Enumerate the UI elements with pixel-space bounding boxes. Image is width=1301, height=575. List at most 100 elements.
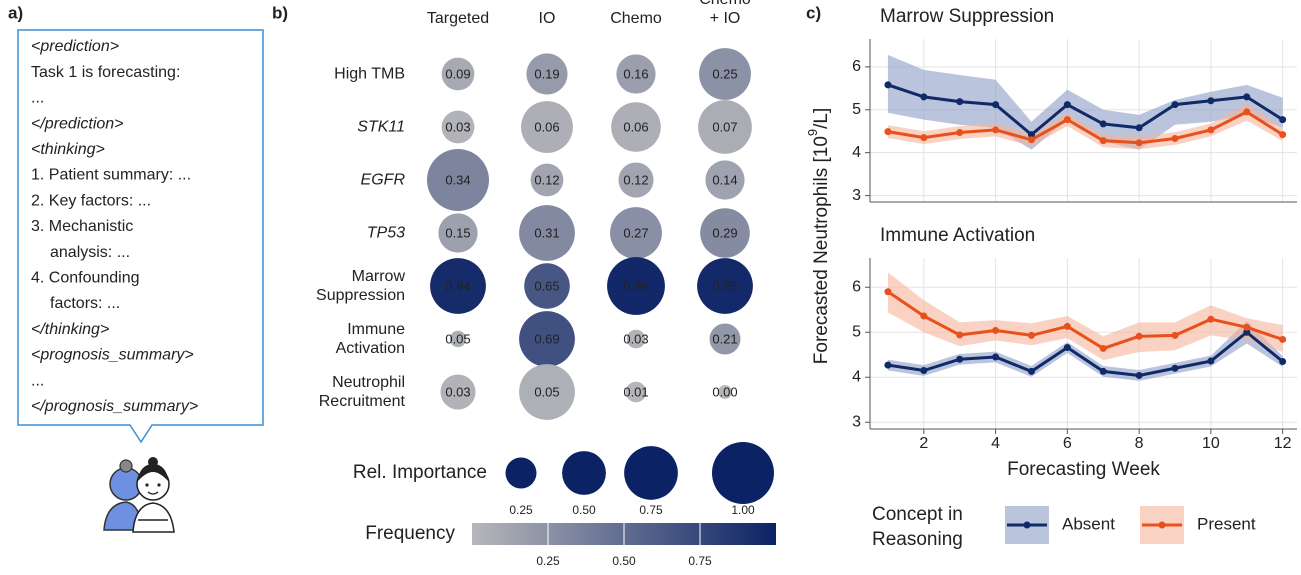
bubble xyxy=(625,381,647,403)
y-tick-label: 4 xyxy=(852,368,861,385)
bubble xyxy=(697,258,753,314)
line xyxy=(887,290,1284,351)
x-tick-label: 10 xyxy=(1202,435,1220,452)
point xyxy=(1171,135,1179,143)
bubble-label: 0.27 xyxy=(623,225,648,240)
color-bar-label: 0.50 xyxy=(612,554,636,568)
x-tick-label: 4 xyxy=(991,435,1000,452)
size-legend-circle xyxy=(562,451,606,495)
bubble-label: 0.00 xyxy=(712,384,737,399)
bubble xyxy=(427,149,489,211)
bubble xyxy=(526,53,568,95)
bubble xyxy=(718,385,732,399)
bubble-label: 0.29 xyxy=(712,225,737,240)
bubble-label: 0.31 xyxy=(534,225,559,240)
bubble-label: 0.05 xyxy=(445,331,470,346)
point xyxy=(1279,358,1287,365)
panel-label: b) xyxy=(272,3,288,22)
subplot-title: Marrow Suppression xyxy=(880,6,1054,27)
bubble xyxy=(521,101,573,153)
bubble-label: 0.94 xyxy=(445,278,470,293)
prompt-line: ... xyxy=(31,90,44,107)
bubble-label: 0.06 xyxy=(534,119,559,134)
y-axis-label: Forecasted Neutrophils [109/L] xyxy=(805,108,832,364)
point xyxy=(956,355,964,363)
bubble xyxy=(519,311,575,367)
y-tick-label: 3 xyxy=(852,187,861,204)
point xyxy=(956,331,964,339)
bubble xyxy=(626,329,646,349)
point xyxy=(1135,332,1143,340)
bubble xyxy=(441,110,475,144)
row-label: Neutrophil Recruitment xyxy=(318,374,405,410)
point xyxy=(1279,131,1287,139)
point xyxy=(956,129,964,137)
bubble-label: 0.03 xyxy=(623,331,648,346)
prompt-line: 2. Key factors: ... xyxy=(31,192,151,209)
color-bar-label: 0.75 xyxy=(688,554,712,568)
y-axis-label-part: /L] xyxy=(811,108,832,129)
bubble-label: 0.15 xyxy=(445,225,470,240)
prompt-line: ... xyxy=(31,372,44,389)
point xyxy=(1027,331,1035,339)
bubble xyxy=(610,207,662,259)
bubble-label: 0.03 xyxy=(445,119,470,134)
clinician-icon xyxy=(103,457,175,533)
bubble xyxy=(618,162,654,198)
size-legend-title: Rel. Importance xyxy=(353,462,487,483)
point xyxy=(1171,331,1179,339)
line xyxy=(887,83,1284,137)
size-legend-label: 0.75 xyxy=(639,503,663,517)
legend-title: Concept in Reasoning xyxy=(872,504,963,550)
point xyxy=(1207,126,1215,134)
bubble-label: 0.95 xyxy=(712,278,737,293)
point xyxy=(1171,364,1179,372)
column-label: Targeted xyxy=(426,10,490,27)
bubble xyxy=(441,57,475,91)
y-axis-label-part: 9 xyxy=(805,129,820,136)
subplot-title: Immune Activation xyxy=(880,225,1035,246)
bubble-label: 0.06 xyxy=(623,119,648,134)
bubble-label: 0.01 xyxy=(623,384,648,399)
point xyxy=(992,101,1000,109)
legend-label: Present xyxy=(1197,514,1256,533)
column-label: IO xyxy=(538,10,556,27)
point xyxy=(992,126,1000,134)
confidence-band xyxy=(887,272,1283,361)
bubble xyxy=(449,330,467,348)
point xyxy=(920,134,928,142)
bubble xyxy=(440,374,476,410)
point xyxy=(1243,93,1251,101)
point xyxy=(920,312,928,320)
bubble-label: 0.69 xyxy=(534,331,559,346)
size-legend-circle xyxy=(505,457,537,489)
row-label: TP53 xyxy=(366,224,405,242)
size-legend-label: 0.25 xyxy=(509,503,533,517)
bubble-label: 0.12 xyxy=(534,172,559,187)
row-label: EGFR xyxy=(360,171,405,189)
line xyxy=(887,110,1284,145)
panel-label: a) xyxy=(8,3,23,22)
prompt-line: </prognosis_summary> xyxy=(31,398,198,415)
point xyxy=(1279,116,1287,124)
prompt-line: analysis: ... xyxy=(50,244,130,261)
bubble-label: 0.34 xyxy=(445,172,470,187)
point xyxy=(884,128,892,136)
color-bar-label: 0.25 xyxy=(536,554,560,568)
bubble-label: 0.14 xyxy=(712,172,737,187)
prompt-line: 1. Patient summary: ... xyxy=(31,167,191,184)
prompt-line: <prediction> xyxy=(31,38,119,55)
point xyxy=(1243,108,1251,116)
bubble xyxy=(709,323,741,355)
bubble-label: 0.12 xyxy=(623,172,648,187)
point xyxy=(992,326,1000,334)
row-label: High TMB xyxy=(334,65,405,83)
bubble-label: 0.07 xyxy=(712,119,737,134)
row-label: STK11 xyxy=(357,118,405,136)
bubble xyxy=(519,364,575,420)
color-legend-title: Frequency xyxy=(365,523,455,544)
bubble xyxy=(700,208,750,258)
point xyxy=(884,288,892,296)
